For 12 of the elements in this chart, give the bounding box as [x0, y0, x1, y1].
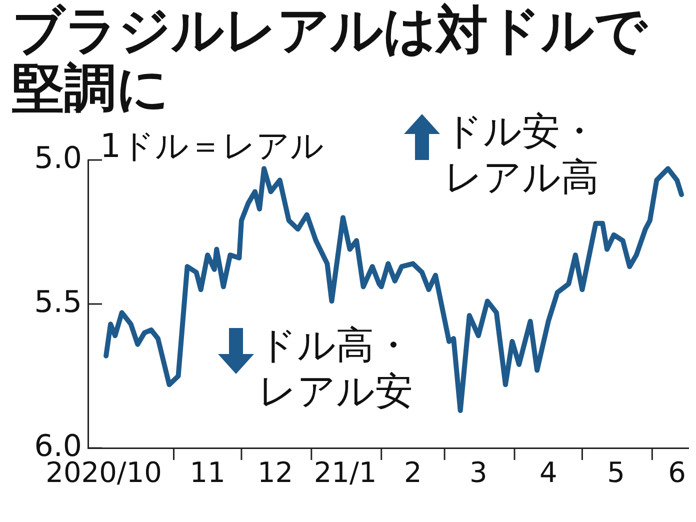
- annotation: ドル高・レアル安: [258, 322, 414, 414]
- x-tick-label: 2: [404, 456, 422, 490]
- x-tick-label: 5: [607, 456, 625, 490]
- x-tick-label: 11: [190, 456, 226, 490]
- x-tick-label: 6: [668, 456, 686, 490]
- y-tick-label: 5.0: [34, 140, 82, 176]
- x-tick-label: 21/1: [314, 456, 377, 490]
- y-tick-label: 5.5: [34, 284, 82, 320]
- x-tick-label: 3: [469, 456, 488, 490]
- y-axis-title: 1ドル＝レアル: [100, 126, 324, 166]
- x-tick-label: 4: [539, 456, 558, 490]
- x-tick-label: 12: [257, 456, 294, 490]
